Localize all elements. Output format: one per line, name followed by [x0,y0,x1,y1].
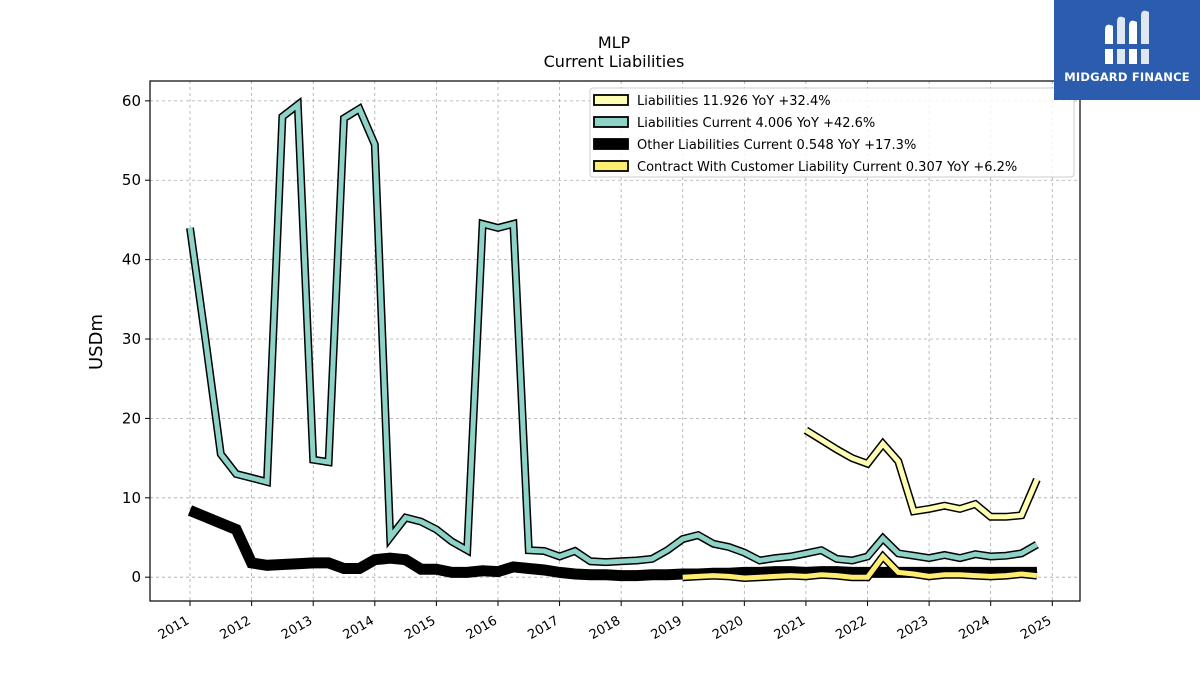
y-tick-label: 30 [122,330,141,348]
y-tick-label: 50 [122,171,141,189]
legend-swatch [593,116,629,128]
brand-logo: MIDGARD FINANCE [1054,0,1200,100]
legend-entry: Other Liabilities Current 0.548 YoY +17.… [593,138,916,153]
legend-label: Liabilities 11.926 YoY +32.4% [637,94,831,109]
x-tick-label: 2014 [341,613,377,643]
y-axis-ticks: 0 10 20 30 40 50 60 [122,92,150,586]
y-tick-label: 10 [122,489,141,507]
legend-entry: Liabilities 11.926 YoY +32.4% [593,94,831,109]
chart-subtitle: Current Liabilities [544,52,685,71]
x-tick-label: 2016 [464,613,500,643]
y-axis-label: USDm [86,314,107,370]
series-liabilities [803,426,1041,521]
series-line [804,428,1040,520]
x-tick-label: 2013 [279,613,315,643]
series-liabilities-current [186,96,1039,567]
legend-box [589,87,1075,178]
x-tick-label: 2019 [649,613,685,643]
series-contract-with-customer-liability-current [682,550,1038,583]
y-tick-label: 40 [122,251,141,269]
series-line [187,99,1039,565]
legend: Liabilities 11.926 YoY +32.4% Liabilities… [589,87,1075,178]
x-tick-label: 2024 [957,613,993,643]
series-lines [186,96,1041,583]
x-tick-label: 2022 [833,613,869,643]
x-axis-ticks: 2011 2012 2013 2014 2015 2016 2017 2018 2019 2020… [156,601,1054,643]
x-tick-label: 2018 [587,613,623,643]
y-tick-label: 60 [122,92,141,110]
legend-entry: Liabilities Current 4.006 YoY +42.6% [593,116,875,131]
legend-label: Contract With Customer Liability Current… [637,160,1017,175]
x-tick-label: 2017 [525,613,561,643]
plot-frame [149,80,1081,602]
series-line [188,506,1037,580]
y-tick-label: 0 [131,568,141,586]
x-tick-label: 2021 [772,613,808,643]
legend-entry: Contract With Customer Liability Current… [593,160,1017,175]
legend-label: Other Liabilities Current 0.548 YoY +17.… [637,138,916,153]
legend-swatch [593,94,629,106]
chart-title: MLP [598,33,631,52]
series-outline [803,426,1041,521]
x-tick-label: 2023 [895,613,931,643]
y-tick-label: 20 [122,409,141,427]
x-tick-label: 2012 [217,613,253,643]
x-tick-label: 2025 [1018,613,1054,643]
series-other-liabilities-current [187,505,1037,582]
x-tick-label: 2015 [402,613,438,643]
series-line [682,552,1038,581]
x-tick-label: 2020 [710,613,746,643]
legend-label: Liabilities Current 4.006 YoY +42.6% [637,116,875,131]
legend-swatch [593,160,629,172]
legend-swatch [593,138,629,150]
x-tick-label: 2011 [156,613,192,643]
brand-name: MIDGARD FINANCE [1064,70,1190,84]
midgard-logo-icon [1105,10,1149,65]
